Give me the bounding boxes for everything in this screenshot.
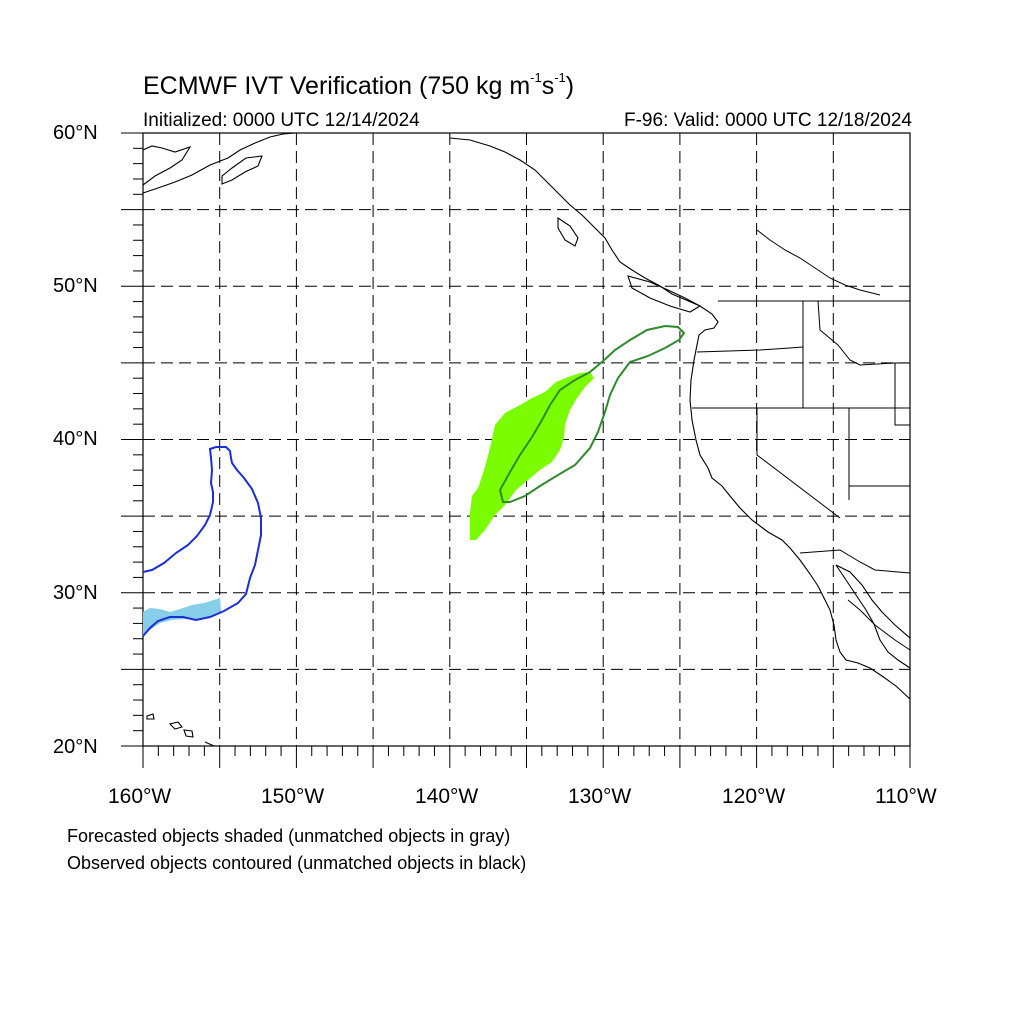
wa-or-border — [696, 346, 804, 353]
gridlines — [143, 133, 910, 746]
ca-coast-inland — [756, 229, 881, 296]
lon-label-160w: 160°W — [108, 785, 172, 808]
coastlines-borders — [142, 132, 911, 747]
lon-label-130w: 130°W — [568, 785, 632, 808]
gulf-of-california — [835, 564, 911, 639]
observed-contour-green — [498, 324, 686, 503]
alaska-panhandle-coast — [449, 137, 911, 700]
lon-label-120w: 120°W — [722, 785, 786, 808]
lon-label-110w: 110°W — [875, 785, 937, 808]
mexico-interior — [847, 599, 911, 651]
footnote-forecast: Forecasted objects shaded (unmatched obj… — [67, 826, 511, 846]
lon-label-150w: 150°W — [261, 785, 325, 808]
vancouver-island — [627, 275, 702, 313]
lat-label-20: 20°N — [53, 736, 98, 758]
state-borders — [692, 229, 911, 651]
footnote-observed: Observed objects contoured (unmatched ob… — [67, 853, 527, 873]
haida-gwaii — [557, 216, 579, 247]
mt-border — [817, 300, 896, 366]
alaska-coast — [142, 132, 296, 194]
valid-time-label: F-96: Valid: 0000 UTC 12/18/2024 — [624, 110, 912, 131]
initialized-label: Initialized: 0000 UTC 12/14/2024 — [143, 110, 420, 131]
hawaii-islands — [146, 713, 215, 747]
lat-label-60: 60°N — [53, 122, 98, 144]
wy-border — [894, 362, 910, 426]
axis-ticks — [121, 132, 911, 768]
ivt-objects — [142, 324, 686, 637]
baja-peninsula — [835, 564, 911, 669]
chart-title: ECMWF IVT Verification (750 kg m-1s-1) — [143, 69, 575, 100]
lat-label-40: 40°N — [53, 428, 98, 450]
us-mexico-border — [799, 549, 911, 574]
forecast-object-green — [470, 372, 594, 540]
alaska-coast — [142, 145, 192, 186]
lon-label-140w: 140°W — [415, 785, 479, 808]
observed-contour-blue — [142, 446, 262, 637]
lat-label-30: 30°N — [53, 582, 98, 604]
ca-nv-border — [756, 408, 841, 519]
kodiak-island — [221, 155, 263, 185]
lat-label-50: 50°N — [53, 275, 98, 297]
